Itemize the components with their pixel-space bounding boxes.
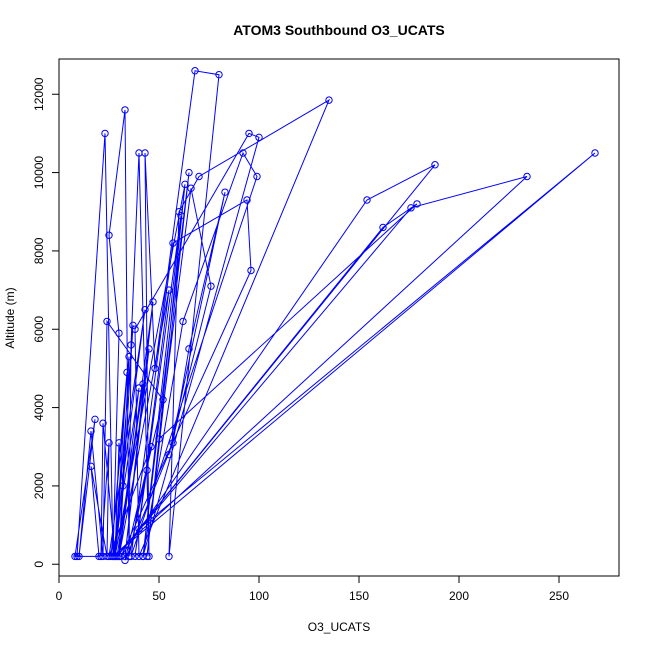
data-point <box>523 172 531 181</box>
data-point <box>185 168 193 177</box>
data-point <box>413 200 421 208</box>
data-point <box>125 552 133 561</box>
data-point <box>121 106 129 114</box>
data-point <box>151 364 159 373</box>
data-point <box>159 396 167 404</box>
x-tick-label: 100 <box>249 589 269 603</box>
data-point <box>175 208 183 216</box>
chart-title: ATOM3 Southbound O3_UCATS <box>233 22 445 38</box>
data-point <box>99 419 107 427</box>
x-axis-label: O3_UCATS <box>308 620 370 634</box>
data-point <box>139 552 147 561</box>
data-point <box>147 443 155 451</box>
data-point <box>139 380 147 388</box>
data-point <box>255 133 263 142</box>
data-point <box>119 482 127 490</box>
x-tick-label: 0 <box>56 589 63 603</box>
data-point <box>95 552 103 561</box>
x-tick-label: 200 <box>449 589 469 603</box>
data-point <box>169 439 177 447</box>
data-point <box>379 223 387 232</box>
data-point <box>113 552 121 561</box>
data-point <box>87 462 95 471</box>
y-axis-label: Altitude (m) <box>3 287 17 348</box>
data-point <box>165 450 173 459</box>
data-point <box>191 67 199 75</box>
data-point <box>185 345 193 353</box>
data-point <box>207 282 215 290</box>
data-point <box>127 341 135 349</box>
data-point <box>325 96 333 104</box>
data-point <box>431 161 439 169</box>
data-point <box>179 317 187 326</box>
data-point <box>155 435 163 443</box>
data-point <box>73 552 81 561</box>
data-point <box>105 231 113 239</box>
data-point <box>109 552 117 561</box>
data-point <box>135 384 143 392</box>
y-tick-label: 0 <box>32 561 46 568</box>
data-point <box>141 305 149 314</box>
data-point <box>253 172 261 181</box>
x-tick-label: 50 <box>152 589 166 603</box>
data-point <box>87 427 95 435</box>
data-point <box>363 196 371 204</box>
data-point <box>149 298 157 306</box>
data-point <box>115 439 123 447</box>
y-tick-label: 12000 <box>32 77 46 111</box>
data-point <box>145 345 153 353</box>
data-point <box>141 149 149 157</box>
data-point <box>135 552 143 561</box>
data-point <box>115 329 123 337</box>
data-point <box>407 204 415 212</box>
data-point <box>121 556 129 565</box>
series-line <box>74 70 596 561</box>
data-point <box>91 415 99 424</box>
data-point <box>97 552 105 561</box>
x-tick-label: 150 <box>349 589 369 603</box>
data-point <box>143 552 151 561</box>
data-point <box>215 70 223 79</box>
data-point <box>177 211 185 220</box>
x-axis: 0 50 100 150 200 250 <box>56 575 569 603</box>
y-tick-label: 8000 <box>32 237 46 264</box>
data-point <box>71 552 79 561</box>
data-point <box>195 172 203 181</box>
data-point <box>123 368 131 377</box>
data-point <box>135 525 143 533</box>
data-point <box>187 184 195 192</box>
y-tick-label: 6000 <box>32 316 46 343</box>
data-point <box>165 552 173 561</box>
data-point <box>75 552 83 561</box>
data-point <box>131 325 139 333</box>
x-tick-label: 250 <box>549 589 569 603</box>
plot-area <box>71 67 599 565</box>
data-point <box>103 317 111 326</box>
data-point <box>181 180 189 189</box>
y-axis: 0 2000 4000 6000 8000 10000 12000 <box>32 77 60 568</box>
data-point <box>105 439 113 447</box>
y-tick-label: 10000 <box>32 156 46 190</box>
data-point <box>591 149 599 157</box>
data-point <box>245 129 253 138</box>
data-point <box>221 188 229 196</box>
y-tick-label: 4000 <box>32 394 46 421</box>
data-point <box>101 129 109 138</box>
y-tick-label: 2000 <box>32 472 46 499</box>
data-point <box>243 196 251 204</box>
data-point <box>165 286 173 294</box>
data-point <box>129 321 137 330</box>
data-point <box>239 149 247 157</box>
data-point <box>125 352 133 361</box>
data-point <box>169 239 177 247</box>
data-point <box>143 466 151 474</box>
data-point <box>247 266 255 275</box>
data-point <box>105 552 113 561</box>
